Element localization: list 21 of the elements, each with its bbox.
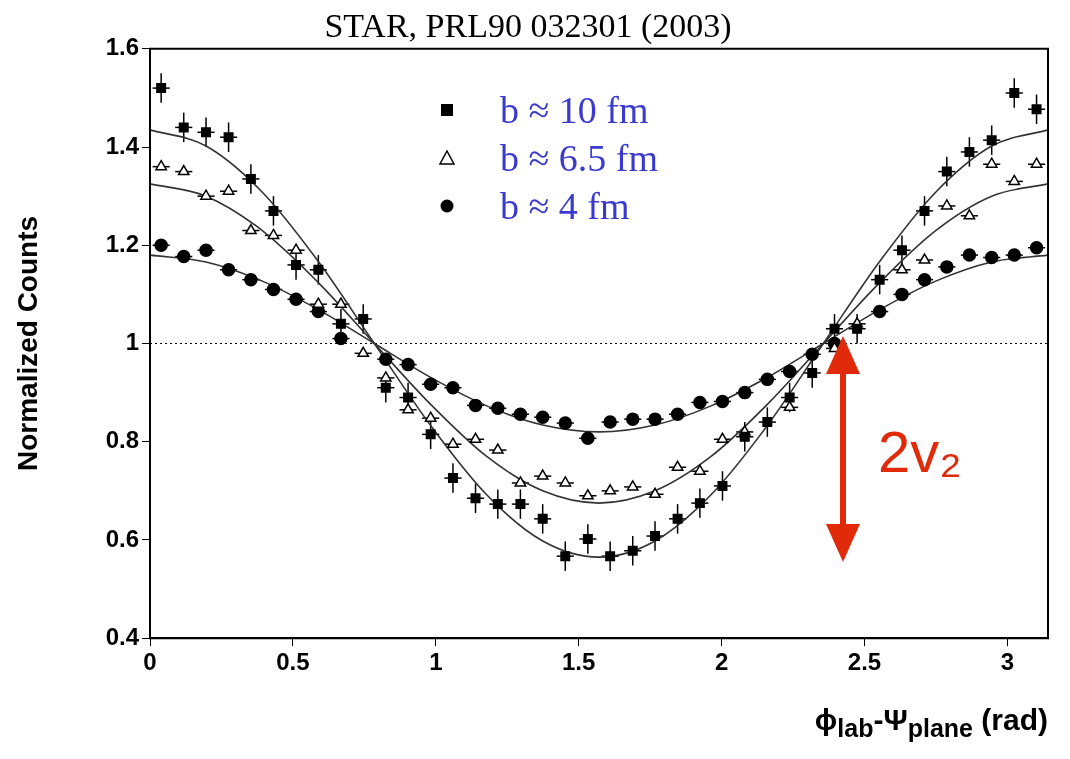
y-tick-label: 1.4	[105, 131, 140, 159]
x-tick-label: 2.5	[847, 648, 882, 676]
legend-label: b ≈ 4 fm	[500, 184, 630, 229]
x-axis-title: ϕ$_{lab}$-Ψ$_{plane}$ (rad)	[814, 703, 1048, 743]
x-tick-label: 0.5	[276, 648, 310, 676]
y-tick-label: 1.2	[105, 229, 139, 257]
legend-label: b ≈ 10 fm	[500, 88, 649, 133]
y-tick-label: 0.6	[105, 524, 139, 552]
x-tick-label: 2	[714, 648, 729, 676]
y-tick-label: 1.6	[105, 33, 139, 61]
x-tick-label: 1	[429, 648, 443, 676]
x-tick-label: 0	[143, 648, 157, 676]
x-tick-label: 1.5	[562, 648, 596, 676]
y-axis-title: Normalized Counts	[11, 215, 43, 472]
legend-label: b ≈ 6.5 fm	[500, 136, 659, 181]
y-tick-label: 1	[125, 328, 139, 356]
y-tick-label: 0.8	[105, 426, 139, 454]
chart-title: STAR, PRL90 032301 (2003)	[324, 7, 732, 46]
annotation: 2v₂	[878, 418, 962, 485]
x-tick-label: 3	[1000, 648, 1015, 676]
y-tick-label: 0.4	[105, 622, 140, 650]
